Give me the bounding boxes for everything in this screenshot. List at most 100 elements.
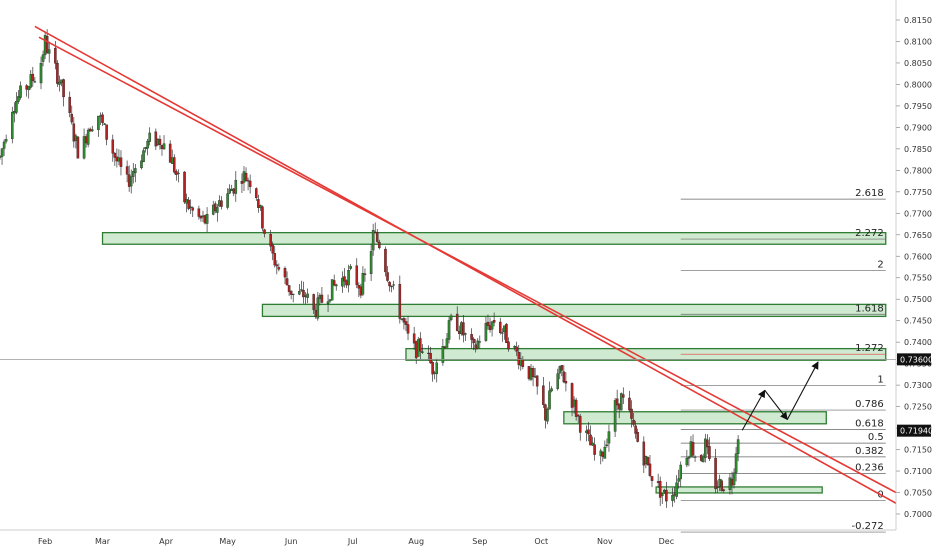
candle-147 — [419, 332, 422, 361]
candle-67 — [189, 199, 192, 215]
candle-body-118 — [334, 284, 338, 287]
candle-131 — [373, 222, 377, 234]
candle-body-49 — [140, 160, 143, 169]
candle-body-181 — [517, 352, 521, 365]
candle-57 — [160, 144, 164, 156]
candle-body-62 — [175, 171, 178, 175]
candle-20 — [56, 60, 59, 87]
candle-body-170 — [486, 321, 490, 326]
candle-body-25 — [70, 113, 74, 123]
candle-44 — [125, 160, 129, 183]
candle-4 — [11, 106, 14, 144]
candle-130 — [371, 223, 375, 256]
candle-144 — [412, 326, 416, 350]
candle-body-131 — [373, 231, 377, 233]
candle-body-211 — [603, 446, 607, 459]
candle-body-45 — [127, 174, 131, 187]
candle-body-80 — [228, 188, 231, 194]
candle-body-180 — [515, 346, 518, 352]
candle-body-143 — [406, 324, 410, 334]
candle-244 — [699, 454, 703, 463]
candle-body-84 — [240, 181, 244, 184]
candle-52 — [146, 138, 149, 156]
candle-230 — [658, 476, 662, 506]
candle-25 — [70, 105, 74, 125]
candle-3 — [4, 134, 8, 144]
candle-body-171 — [488, 325, 492, 331]
candle-76 — [216, 204, 219, 222]
candle-body-14 — [39, 62, 43, 84]
candle-body-185 — [529, 368, 533, 380]
candle-193 — [550, 386, 553, 393]
candle-body-38 — [105, 124, 108, 140]
candle-98 — [277, 263, 281, 272]
candle-73 — [205, 207, 209, 233]
candle-48 — [134, 164, 137, 183]
candle-body-168 — [478, 341, 482, 343]
candle-117 — [332, 274, 336, 287]
candle-165 — [472, 337, 475, 351]
candle-body-110 — [314, 309, 318, 317]
candle-body-190 — [544, 404, 547, 421]
candle-37 — [103, 122, 106, 125]
candle-41 — [115, 148, 119, 168]
candle-body-41 — [115, 156, 119, 162]
candle-body-187 — [533, 376, 537, 378]
projection-arrows — [741, 361, 819, 431]
candle-128 — [363, 268, 367, 282]
zone-4 — [563, 411, 827, 425]
candle-31 — [86, 127, 90, 148]
candle-224 — [642, 436, 646, 473]
candle-body-40 — [113, 152, 117, 158]
zone-5 — [655, 486, 823, 494]
candle-79 — [226, 188, 229, 210]
candle-227 — [648, 454, 652, 478]
candle-body-19 — [54, 47, 57, 64]
candle-body-125 — [357, 285, 361, 289]
candle-body-1 — [0, 148, 4, 157]
candle-22 — [60, 79, 63, 87]
candle-body-203 — [578, 416, 582, 433]
candle-173 — [492, 312, 496, 327]
candle-91 — [259, 204, 262, 211]
candlestick-series — [0, 29, 740, 508]
candle-107 — [304, 292, 307, 304]
candle-59 — [168, 140, 172, 163]
candle-204 — [585, 425, 588, 442]
candle-body-229 — [656, 481, 660, 483]
candle-body-191 — [546, 409, 549, 422]
candle-body-68 — [191, 207, 195, 211]
candle-120 — [343, 268, 346, 288]
candle-body-34 — [97, 115, 100, 130]
candle-240 — [687, 455, 691, 467]
candle-body-196 — [560, 365, 564, 371]
candle-body-53 — [148, 132, 151, 142]
x-tick-label-7: Sep — [472, 537, 487, 546]
candle-body-57 — [160, 145, 164, 149]
x-tick-label-5: Jul — [347, 537, 358, 546]
candle-140 — [400, 318, 404, 321]
candle-body-222 — [634, 425, 637, 434]
candle-156 — [445, 332, 449, 348]
candle-body-240 — [687, 457, 691, 459]
candle-129 — [369, 243, 373, 281]
y-tick-label-23: 0.70000 — [904, 510, 932, 519]
candle-body-35 — [99, 115, 102, 117]
time-axis: Feb Mar Apr May Jun Jul Aug Sep Oct Nov Dec — [0, 529, 896, 546]
candle-body-22 — [60, 79, 63, 84]
candle-42 — [117, 149, 121, 166]
candle-50 — [142, 147, 145, 163]
candle-167 — [476, 338, 480, 350]
candle-219 — [628, 390, 631, 413]
candle-223 — [636, 428, 639, 443]
candle-247 — [706, 434, 709, 455]
candle-body-83 — [234, 179, 238, 194]
candle-body-239 — [685, 458, 689, 466]
candle-body-116 — [330, 279, 334, 301]
candle-14 — [39, 56, 43, 90]
candle-body-42 — [117, 157, 121, 162]
